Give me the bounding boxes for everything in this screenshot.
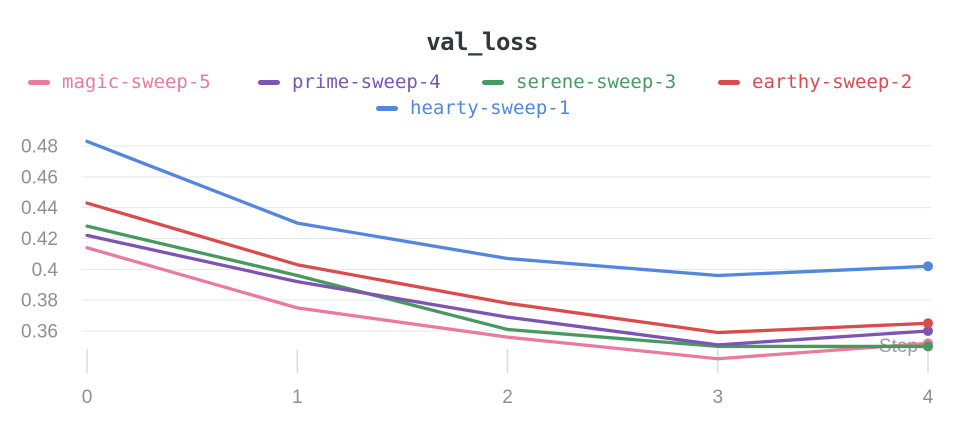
legend-label: magic-sweep-5 — [62, 71, 211, 93]
y-tick-label: 0.42 — [21, 229, 58, 250]
series-endpoint-earthy-sweep-2[interactable] — [923, 318, 933, 329]
y-tick-label: 0.44 — [21, 198, 58, 219]
y-tick-label: 0.48 — [21, 137, 58, 158]
series-line-prime-sweep-4[interactable] — [85, 233, 930, 347]
legend-swatch-icon — [718, 79, 740, 85]
legend-label: earthy-sweep-2 — [752, 71, 913, 93]
series-line-serene-sweep-3[interactable] — [85, 224, 930, 349]
x-tick-label: 0 — [82, 387, 93, 408]
series-line-magic-sweep-5[interactable] — [85, 246, 930, 361]
legend-swatch-icon — [258, 79, 280, 85]
y-tick-label: 0.4 — [32, 260, 59, 281]
x-tick-label: 4 — [923, 387, 934, 408]
series-endpoint-hearty-sweep-1[interactable] — [923, 261, 933, 272]
legend-swatch-icon — [482, 79, 504, 85]
legend-label: serene-sweep-3 — [516, 71, 677, 93]
legend-item-prime-sweep-4[interactable]: prime-sweep-4 — [258, 71, 441, 93]
chart-title: val_loss — [426, 28, 538, 56]
legend-swatch-icon — [376, 105, 398, 111]
legend-item-magic-sweep-5[interactable]: magic-sweep-5 — [28, 71, 211, 93]
y-tick-label: 0.46 — [21, 167, 58, 188]
series-endpoint-serene-sweep-3[interactable] — [923, 341, 933, 352]
legend-label: hearty-sweep-1 — [410, 97, 571, 119]
legend-item-earthy-sweep-2[interactable]: earthy-sweep-2 — [718, 71, 912, 93]
y-tick-label: 0.36 — [21, 322, 58, 343]
legend-swatch-icon — [28, 79, 50, 85]
x-tick-label: 3 — [712, 387, 723, 408]
series-endpoint-prime-sweep-4[interactable] — [923, 326, 933, 336]
x-tick-label: 1 — [292, 387, 303, 408]
legend-item-serene-sweep-3[interactable]: serene-sweep-3 — [482, 71, 676, 93]
series-line-hearty-sweep-1[interactable] — [85, 139, 930, 278]
y-tick-label: 0.38 — [21, 291, 58, 312]
legend-label: prime-sweep-4 — [292, 71, 441, 93]
x-tick-label: 2 — [502, 387, 513, 408]
legend-item-hearty-sweep-1[interactable]: hearty-sweep-1 — [376, 97, 570, 119]
series-line-earthy-sweep-2[interactable] — [85, 201, 930, 335]
